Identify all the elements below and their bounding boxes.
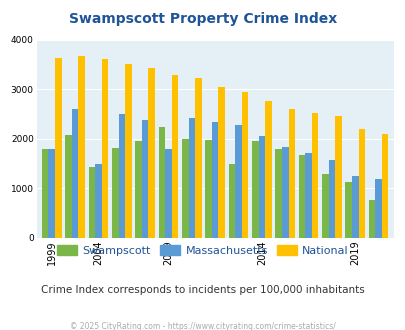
Bar <box>218 86 224 238</box>
Bar <box>205 140 211 238</box>
Bar <box>264 102 271 238</box>
Bar <box>351 176 358 238</box>
Bar <box>368 200 375 238</box>
Bar <box>188 118 195 238</box>
Bar <box>72 109 78 238</box>
Bar <box>311 114 318 238</box>
Text: © 2025 CityRating.com - https://www.cityrating.com/crime-statistics/: © 2025 CityRating.com - https://www.city… <box>70 322 335 330</box>
Bar <box>335 116 341 238</box>
Bar <box>42 149 48 238</box>
Bar <box>321 174 328 238</box>
Text: Crime Index corresponds to incidents per 100,000 inhabitants: Crime Index corresponds to incidents per… <box>41 285 364 295</box>
Bar <box>252 141 258 238</box>
Bar <box>158 127 165 238</box>
Bar <box>55 58 62 238</box>
Bar <box>171 75 178 238</box>
Bar <box>258 136 264 238</box>
Bar <box>118 115 125 238</box>
Bar <box>88 167 95 238</box>
Text: Swampscott Property Crime Index: Swampscott Property Crime Index <box>69 12 336 25</box>
Bar <box>78 56 85 238</box>
Bar <box>234 125 241 238</box>
Bar <box>65 135 72 238</box>
Legend: Swampscott, Massachusetts, National: Swampscott, Massachusetts, National <box>53 241 352 260</box>
Bar <box>328 160 335 238</box>
Bar <box>195 78 201 238</box>
Bar <box>112 148 118 238</box>
Bar <box>211 122 218 238</box>
Bar <box>288 109 294 238</box>
Bar <box>135 141 141 238</box>
Bar <box>95 164 101 238</box>
Bar <box>241 92 248 238</box>
Bar <box>381 134 388 238</box>
Bar <box>228 164 234 238</box>
Bar <box>358 129 364 238</box>
Bar <box>275 149 281 238</box>
Bar <box>148 68 155 238</box>
Bar <box>101 59 108 238</box>
Bar <box>141 120 148 238</box>
Bar <box>281 147 288 238</box>
Bar <box>298 155 305 238</box>
Bar <box>125 64 131 238</box>
Bar <box>305 153 311 238</box>
Bar <box>345 182 351 238</box>
Bar <box>48 149 55 238</box>
Bar <box>181 139 188 238</box>
Bar <box>375 179 381 238</box>
Bar <box>165 149 171 238</box>
